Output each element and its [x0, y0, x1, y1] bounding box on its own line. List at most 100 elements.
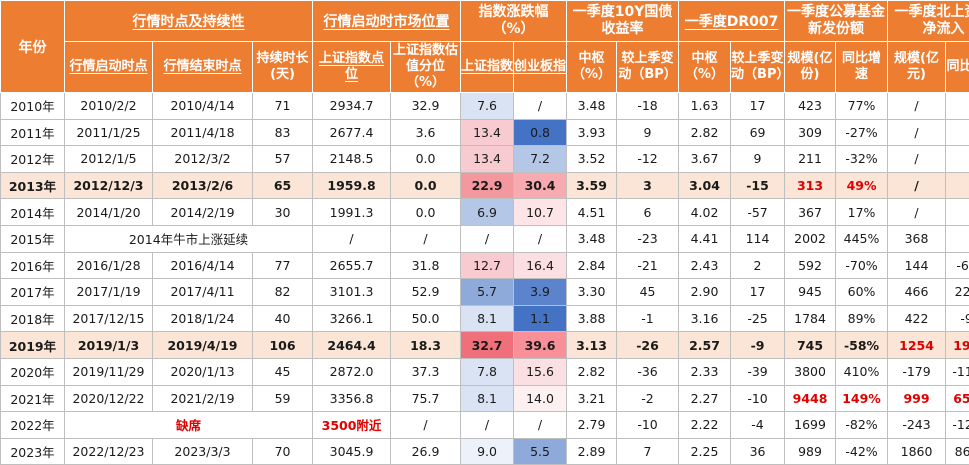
dr-mid-cell: 2.22	[678, 411, 732, 439]
year-cell: 2016年	[0, 251, 65, 280]
dr-chg-cell: 69	[730, 118, 786, 147]
start-cell: 2016/1/28	[64, 251, 153, 280]
fund-yoy-cell: -42%	[835, 437, 889, 465]
fund-size-header: 规模(亿份)	[784, 41, 837, 93]
fund-yoy-cell: -58%	[835, 331, 889, 359]
position-group-header: 行情启动时市场位置	[312, 0, 462, 42]
sh-chg-cell: 7.8	[460, 357, 515, 386]
sh-chg-cell: 8.1	[460, 304, 515, 333]
bond-mid-cell: 3.48	[566, 92, 618, 120]
dr-chg-cell: -4	[730, 411, 786, 439]
bond-chg-cell: 6	[616, 198, 680, 226]
fund-size-cell: 211	[784, 145, 837, 173]
cyb-chg-cell: 39.6	[513, 331, 568, 359]
days-cell: 57	[251, 145, 314, 173]
sh-pct-cell: 52.9	[390, 278, 462, 306]
bond-mid-cell: 2.84	[566, 251, 618, 280]
days-cell: 30	[251, 198, 314, 226]
dr-chg-cell: -15	[730, 171, 786, 200]
table-body: 2010年 2010/2/2 2010/4/14 71 2934.7 32.9 7.6/3.…	[0, 92, 969, 465]
fund-size-cell: 745	[784, 331, 837, 359]
fund-size-cell: 1784	[784, 304, 837, 333]
end-cell: 2023/3/3	[152, 437, 253, 465]
north-yoy-cell: /	[945, 145, 969, 173]
dr-chg-cell: 36	[730, 437, 786, 465]
dr-mid-cell: 2.43	[678, 251, 732, 280]
north-size-cell: -179	[887, 357, 947, 386]
position-group-label: 行情启动时市场位置	[323, 14, 450, 30]
bond-chg-cell: -26	[616, 331, 680, 359]
north-yoy-cell: /	[945, 171, 969, 200]
dr-group-label: 一季度DR007	[684, 14, 779, 30]
cyb-chg-cell: /	[513, 411, 568, 439]
bond-mid-cell: 3.13	[566, 331, 618, 359]
sh-chg-cell: 8.1	[460, 384, 515, 413]
cyb-chg-cell: 3.9	[513, 278, 568, 306]
table-row: 2022年 缺席 3500附近 / //2.79 -10 2.22 -4 1699 -82% -24…	[0, 411, 969, 439]
sh-pct-cell: 37.3	[390, 357, 462, 386]
start-cell: 2012/1/5	[64, 145, 153, 173]
sh-chg-header: 上证指数	[460, 41, 515, 93]
dr-chg-cell: -57	[730, 198, 786, 226]
sh-pct-cell: /	[390, 411, 462, 439]
cyb-chg-cell: 15.6	[513, 357, 568, 386]
start-cell: 2022/12/23	[64, 437, 153, 465]
days-cell: 45	[251, 357, 314, 386]
dr-chg-cell: 2	[730, 251, 786, 280]
fund-yoy-cell: 149%	[835, 384, 889, 413]
days-cell: 106	[251, 331, 314, 359]
north-group-header: 一季度北上资金净流入	[887, 0, 969, 42]
sh-level-cell: 2655.7	[312, 251, 392, 280]
end-cell: 2017/4/11	[152, 278, 253, 306]
dr-chg-cell: -25	[730, 304, 786, 333]
bond-chg-cell: 9	[616, 118, 680, 147]
end-cell: 2019/4/19	[152, 331, 253, 359]
dr-chg-cell: -10	[730, 384, 786, 413]
sh-level-cell: 2148.5	[312, 145, 392, 173]
end-cell: 2020/1/13	[152, 357, 253, 386]
start-cell: 2012/12/3	[64, 171, 153, 200]
start-cell: 2011/1/25	[64, 118, 153, 147]
cyb-chg-cell: 0.8	[513, 118, 568, 147]
missing-note-cell: 缺席	[63, 411, 314, 439]
table-row: 2017年 2017/1/19 2017/4/11 82 3101.3 52.9 5.7 3.…	[0, 278, 969, 306]
end-cell: 2010/4/14	[152, 92, 253, 120]
cyb-chg-cell: 1.1	[513, 304, 568, 333]
sh-pct-cell: 75.7	[390, 384, 462, 413]
year-cell: 2018年	[0, 304, 65, 333]
cyb-chg-cell: 10.7	[513, 198, 568, 226]
sh-chg-cell: 32.7	[460, 331, 515, 359]
cyb-chg-header-label: 创业板指	[514, 59, 567, 74]
end-cell: 2021/2/19	[152, 384, 253, 413]
sh-pct-cell: 31.8	[390, 251, 462, 280]
cyb-chg-header: 创业板指	[513, 41, 568, 93]
sh-pct-cell: /	[390, 224, 462, 253]
dr-mid-cell: 2.57	[678, 331, 732, 359]
north-size-cell: 144	[887, 251, 947, 280]
dr-chg-cell: 17	[730, 92, 786, 120]
days-cell: 65	[251, 171, 314, 200]
north-yoy-cell: -61%	[945, 251, 969, 280]
sh-chg-cell: 13.4	[460, 145, 515, 173]
north-size-cell: 422	[887, 304, 947, 333]
duration-group-label: 行情时点及持续性	[132, 14, 245, 30]
merged-note-cell: 2014年牛市上涨延续	[63, 224, 314, 253]
days-cell: 77	[251, 251, 314, 280]
fund-size-cell: 9448	[784, 384, 837, 413]
dr-mid-cell: 3.04	[678, 171, 732, 200]
bond-mid-cell: 3.88	[566, 304, 618, 333]
year-cell: 2021年	[0, 384, 65, 413]
fund-size-cell: 1699	[784, 411, 837, 439]
dr-mid-cell: 3.16	[678, 304, 732, 333]
north-size-cell: /	[887, 118, 947, 147]
sh-chg-cell: 5.7	[460, 278, 515, 306]
cyb-chg-cell: 16.4	[513, 251, 568, 280]
north-size-header: 规模(亿元)	[887, 41, 947, 93]
north-size-cell: 466	[887, 278, 947, 306]
year-cell: 2012年	[0, 145, 65, 173]
end-header: 行情结束时点	[152, 41, 253, 93]
sh-level-cell: 3045.9	[312, 437, 392, 465]
dr-chg-cell: 114	[730, 224, 786, 253]
bond-chg-header: 较上季变动（BP）	[616, 41, 680, 93]
